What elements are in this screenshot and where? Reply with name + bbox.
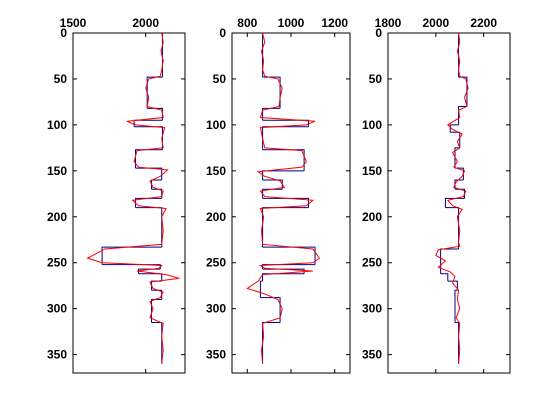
x-tick-label: 1800 [375,16,402,30]
y-tick-label: 50 [369,72,383,86]
model-layer [262,273,305,282]
y-tick-label: 300 [47,302,67,316]
model-layer [262,126,309,150]
model-layer [450,131,461,148]
model-layer [262,107,281,121]
model-layer [262,179,283,190]
model-layer [440,273,449,282]
model-layer [151,289,163,300]
model-layer [447,280,458,291]
model-layer [262,246,316,265]
y-tick-label: 0 [219,26,226,40]
model-layer [135,197,162,208]
y-tick-label: 300 [206,302,226,316]
y-tick-label: 250 [47,256,67,270]
model-layer [444,197,465,208]
subplot: 800 1000 1200 0 50 100 150 200 250 300 350 [206,16,351,374]
y-tick-label: 150 [362,164,382,178]
y-tick-label: 200 [206,210,226,224]
y-tick-label: 150 [206,164,226,178]
model-layer [454,289,458,323]
inversion-line [246,32,321,364]
x-tick-label: 1500 [60,16,87,30]
model-layer [101,246,162,265]
y-tick-label: 100 [362,118,382,132]
model-layer [454,147,460,169]
axes-box [72,32,186,374]
model-layer [454,179,464,190]
model-layer [454,321,460,364]
y-tick-label: 350 [206,348,226,362]
axes-box [231,32,351,374]
y-tick-label: 50 [54,72,68,86]
y-tick-label: 100 [47,118,67,132]
x-tick-label: 1200 [321,16,348,30]
y-tick-label: 200 [47,210,67,224]
model-layer [260,297,281,323]
x-tick-label: 2000 [422,16,449,30]
inversion-line [86,32,180,364]
y-tick-label: 250 [206,256,226,270]
y-tick-label: 100 [206,118,226,132]
x-tick-label: 2200 [470,16,497,30]
model-layer [135,149,163,169]
y-tick-label: 300 [362,302,382,316]
y-tick-label: 50 [213,72,227,86]
y-tick-label: 250 [362,256,382,270]
subplot: 1800 2000 2200 0 50 100 150 200 250 300 350 [362,16,511,374]
subplot: 1500 2000 0 50 100 150 200 250 300 350 [47,16,186,374]
x-tick-label: 1000 [278,16,305,30]
model-layer [449,124,459,133]
axes-box [387,32,511,374]
model-layer [262,207,309,248]
x-tick-label: 800 [237,16,257,30]
y-tick-label: 350 [47,348,67,362]
model-layer [102,264,161,270]
y-tick-label: 200 [362,210,382,224]
model-layer [262,321,281,364]
y-tick-label: 0 [375,26,382,40]
y-tick-label: 150 [47,164,67,178]
y-tick-label: 0 [60,26,67,40]
model-layer [262,264,316,270]
inversion-line [435,32,469,364]
x-tick-label: 2000 [132,16,159,30]
y-tick-label: 350 [362,348,382,362]
